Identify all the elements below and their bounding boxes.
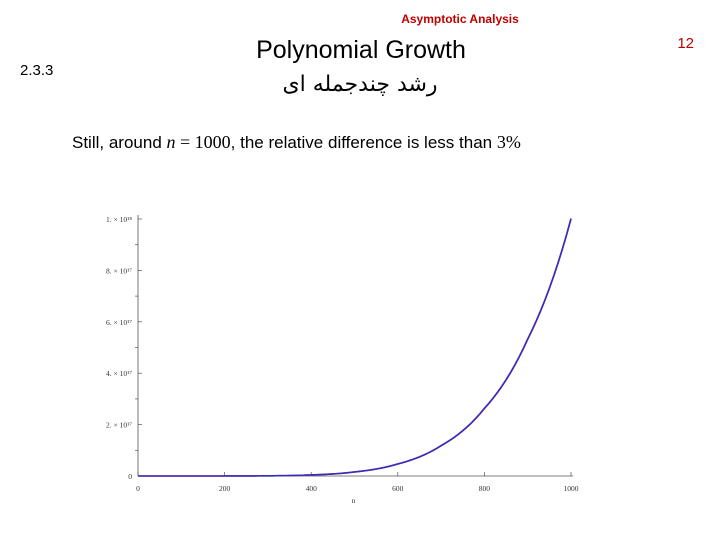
y-tick-label: 6. × 10¹⁷: [106, 318, 132, 327]
x-tick-label: 800: [479, 484, 491, 493]
y-tick-label: 0: [128, 472, 132, 481]
y-tick-label: 1. × 10¹⁸: [106, 215, 132, 224]
caption: Still, around n = 1000, the relative dif…: [72, 132, 521, 153]
caption-variable: n: [166, 132, 176, 152]
section-number: 2.3.3: [20, 62, 54, 79]
x-tick-label: 400: [306, 484, 318, 493]
page-number: 12: [677, 35, 694, 52]
y-tick-label: 4. × 10¹⁷: [106, 369, 132, 378]
x-tick-label: 200: [219, 484, 231, 493]
y-tick-label: 8. × 10¹⁷: [106, 266, 132, 275]
caption-prefix: Still, around: [72, 133, 167, 152]
series-line-1: [138, 218, 572, 477]
caption-middle: , the relative difference is less than: [230, 133, 497, 152]
x-tick-label: 1000: [564, 484, 579, 493]
series-line-2: [138, 218, 572, 477]
x-tick-label: 600: [392, 484, 404, 493]
caption-equation: = 1000: [175, 132, 231, 152]
x-axis-label: n: [352, 496, 356, 505]
y-tick-label: 2. × 10¹⁷: [106, 421, 132, 430]
slide-title: Polynomial Growth: [256, 36, 466, 64]
slide-subtitle: رشد چندجمله ای: [282, 72, 438, 97]
x-tick-label: 0: [136, 484, 140, 493]
course-title: Asymptotic Analysis: [401, 12, 519, 26]
caption-percent: 3%: [496, 132, 521, 152]
